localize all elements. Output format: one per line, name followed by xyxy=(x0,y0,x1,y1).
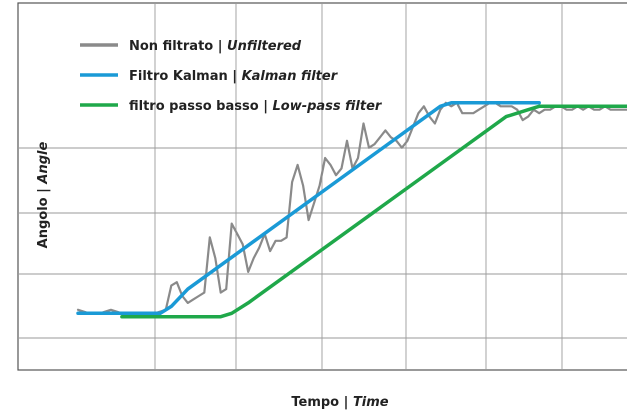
legend-label-lowpass-main: filtro passo basso xyxy=(129,99,259,114)
series-lines xyxy=(76,101,627,319)
legend-label-lowpass: filtro passo basso | Low-pass filter xyxy=(129,99,383,114)
y-axis-label-italic: Angle xyxy=(36,141,51,184)
grid xyxy=(18,3,627,370)
legend-label-lowpass-italic: Low-pass filter xyxy=(272,99,382,114)
plot-frame xyxy=(17,2,627,371)
y-axis-label-sep: | xyxy=(36,184,51,198)
legend-label-unfiltered-main: Non filtrato xyxy=(129,39,213,54)
x-axis-label-italic: Time xyxy=(353,395,389,410)
legend-label-kalman-sep: | xyxy=(228,69,242,84)
legend-label-kalman: Filtro Kalman | Kalman filter xyxy=(129,69,339,84)
series-lowpass xyxy=(120,104,627,319)
legend: Non filtrato | Unfiltered Filtro Kalman … xyxy=(80,39,383,114)
x-axis-label-main: Tempo xyxy=(291,395,339,410)
y-axis-label: Angolo | Angle xyxy=(36,141,51,248)
legend-label-unfiltered-sep: | xyxy=(213,39,227,54)
x-axis-label-sep: | xyxy=(339,395,353,410)
y-axis-label-main: Angolo xyxy=(36,197,51,248)
series-kalman xyxy=(76,101,541,316)
legend-label-kalman-italic: Kalman filter xyxy=(242,69,339,84)
legend-label-lowpass-sep: | xyxy=(259,99,273,114)
legend-label-unfiltered-italic: Unfiltered xyxy=(227,39,302,54)
legend-label-unfiltered: Non filtrato | Unfiltered xyxy=(129,39,302,54)
x-axis-label: Tempo | Time xyxy=(291,395,388,410)
series-unfiltered xyxy=(76,101,627,315)
legend-label-kalman-main: Filtro Kalman xyxy=(129,69,228,84)
